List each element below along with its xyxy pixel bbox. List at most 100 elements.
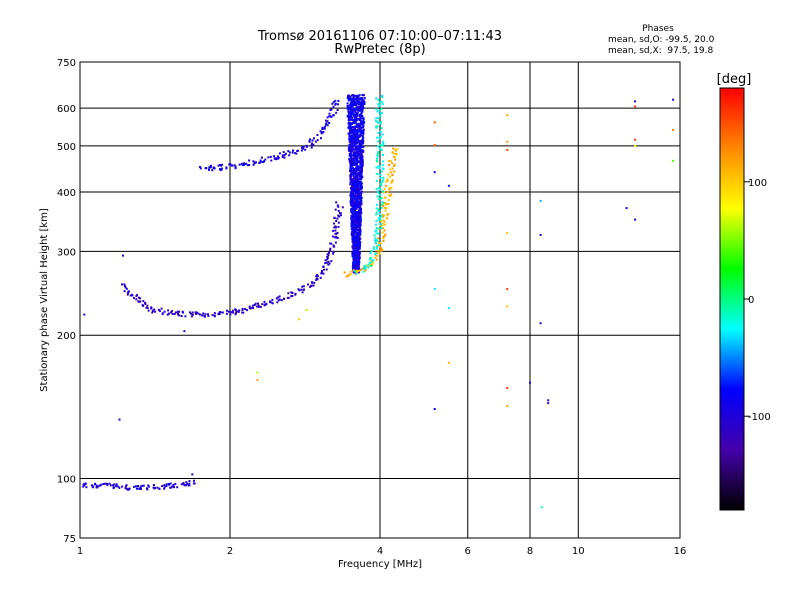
- echo-point: [369, 252, 372, 255]
- echo-point: [341, 206, 344, 209]
- echo-point: [352, 110, 355, 113]
- echo-point: [233, 164, 236, 167]
- echo-point: [359, 133, 362, 136]
- echo-point: [347, 125, 350, 128]
- echo-point: [374, 242, 377, 245]
- echo-point: [361, 124, 364, 127]
- echo-point: [171, 313, 174, 316]
- echo-point: [357, 192, 360, 195]
- echo-point: [363, 264, 366, 267]
- echo-point: [353, 203, 356, 206]
- echo-point: [367, 263, 370, 266]
- colorbar-tick-label: 100: [748, 178, 767, 189]
- echo-point: [329, 247, 332, 250]
- echo-point: [381, 102, 384, 105]
- echo-point: [347, 108, 350, 111]
- echo-point: [359, 109, 362, 112]
- echo-point: [358, 252, 361, 255]
- y-tick-label: 600: [57, 104, 76, 115]
- echo-point: [298, 289, 301, 292]
- echo-point: [360, 185, 363, 188]
- echo-point: [327, 263, 330, 266]
- echo-point: [379, 174, 382, 176]
- echo-point: [92, 485, 94, 488]
- echo-point: [332, 245, 335, 248]
- echo-point: [207, 313, 209, 316]
- echo-point: [335, 201, 338, 204]
- echo-point: [355, 219, 358, 222]
- echo-point: [375, 232, 378, 235]
- echo-point: [352, 232, 355, 235]
- echo-point: [357, 191, 360, 194]
- echo-point: [182, 482, 185, 484]
- echo-point: [345, 275, 348, 278]
- echo-point: [447, 184, 450, 187]
- echo-point: [351, 112, 354, 115]
- echo-point: [359, 180, 362, 183]
- echo-point: [359, 227, 361, 230]
- echo-point: [353, 137, 355, 140]
- echo-point: [255, 161, 258, 164]
- echo-point: [355, 237, 358, 240]
- echo-point: [354, 252, 357, 255]
- echo-point: [350, 162, 353, 165]
- echo-point: [290, 291, 293, 294]
- echo-point: [354, 193, 357, 196]
- y-axis-ticks: 75 100 200 300 400 500 600 750: [57, 58, 76, 545]
- echo-point: [349, 166, 352, 169]
- echo-point: [359, 160, 362, 163]
- grid-lines: [80, 62, 680, 538]
- echo-point: [354, 111, 357, 114]
- echo-point: [358, 122, 361, 125]
- echo-point: [171, 485, 174, 488]
- echo-point: [389, 171, 392, 174]
- echo-points: [82, 93, 675, 509]
- echo-point: [322, 265, 325, 268]
- echo-point: [319, 130, 322, 133]
- echo-point: [358, 217, 361, 219]
- echo-point: [185, 484, 188, 487]
- echo-point: [358, 140, 360, 143]
- echo-point: [382, 237, 385, 240]
- echo-point: [362, 139, 365, 142]
- echo-point: [352, 212, 355, 215]
- echo-point: [82, 485, 85, 488]
- echo-point: [387, 203, 390, 205]
- echo-point: [380, 220, 382, 222]
- echo-point: [178, 314, 181, 317]
- echo-point: [177, 312, 180, 315]
- echo-point: [248, 307, 251, 310]
- echo-point: [358, 212, 360, 215]
- echo-point: [389, 168, 392, 171]
- echo-point: [184, 315, 187, 318]
- echo-point: [352, 200, 354, 203]
- echo-point: [386, 190, 389, 193]
- echo-point: [376, 173, 379, 176]
- echo-point: [352, 216, 355, 219]
- echo-point: [104, 482, 107, 485]
- echo-point: [221, 163, 224, 166]
- echo-point: [288, 154, 291, 157]
- echo-point: [219, 168, 221, 171]
- echo-point: [354, 110, 357, 112]
- echo-point: [352, 220, 355, 223]
- echo-point: [360, 158, 363, 160]
- echo-point: [351, 121, 354, 124]
- echo-point: [358, 260, 361, 263]
- echo-point: [355, 245, 358, 248]
- echo-point: [265, 302, 268, 305]
- echo-point: [358, 144, 361, 146]
- echo-point: [355, 267, 357, 270]
- echo-point: [253, 161, 256, 164]
- echo-point: [241, 164, 244, 166]
- echo-point: [351, 207, 354, 210]
- echo-point: [349, 139, 352, 141]
- echo-point: [325, 122, 328, 125]
- echo-point: [350, 159, 353, 162]
- echo-point: [102, 483, 105, 485]
- echo-point: [337, 205, 340, 208]
- echo-point: [347, 97, 350, 100]
- echo-point: [127, 291, 129, 294]
- echo-point: [387, 199, 390, 202]
- echo-point: [355, 207, 358, 209]
